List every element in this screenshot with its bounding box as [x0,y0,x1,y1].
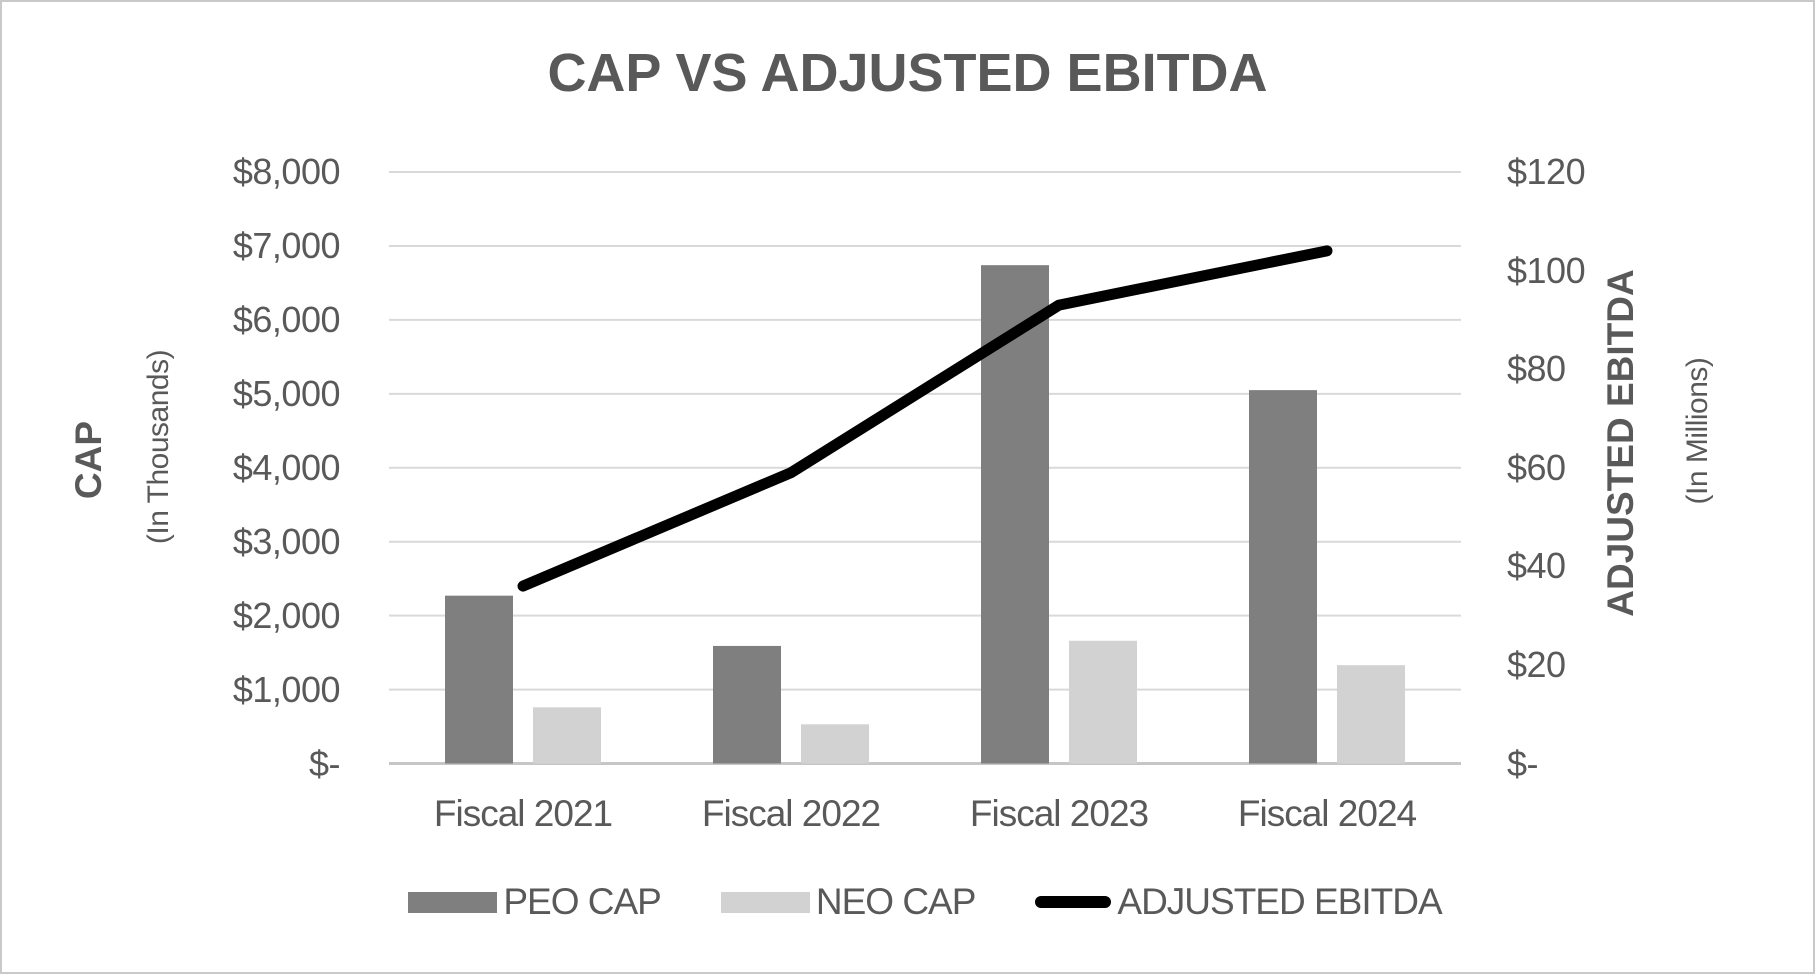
right-axis-tick-label: $20 [1507,643,1566,685]
neo-cap-bar [533,707,601,764]
right-axis-tick-label: $100 [1507,249,1586,291]
adjusted-ebitda-line [517,245,1333,592]
x-axis-category-label: Fiscal 2023 [969,793,1149,834]
adjusted-ebitda-line-icon [1035,896,1112,908]
x-axis-category-label: Fiscal 2021 [433,793,613,834]
peo-cap-bar [445,595,513,764]
peo-cap-swatch-icon [408,891,498,913]
right-axis-tick-label: $- [1507,742,1539,784]
right-axis-tick-label: $80 [1507,348,1566,390]
left-axis-tick-label: $7,000 [232,224,341,266]
left-axis-tick-label: $4,000 [232,446,341,488]
legend-label-neo-cap: NEO CAP [815,881,977,922]
right-axis-tick-label: $40 [1507,545,1566,587]
left-axis-tick-label: $2,000 [232,594,341,636]
neo-cap-bar [1069,640,1137,764]
legend-item-peo-cap: PEO CAP [408,881,662,922]
chart-title: CAP VS ADJUSTED EBITDA [547,43,1268,103]
left-axis-tick-label: $8,000 [232,151,341,192]
right-axis-tick-label: $60 [1507,446,1566,488]
legend-label-peo-cap: PEO CAP [503,881,661,922]
legend-item-adjusted-ebitda: ADJUSTED EBITDA [1035,881,1443,922]
x-axis-category-label: Fiscal 2022 [701,793,881,834]
neo-cap-bar [801,724,869,764]
left-axis-tick-label: $- [308,742,341,784]
neo-cap-bar [1337,665,1405,764]
peo-cap-bar [1249,390,1317,764]
right-axis-tick-label: $120 [1507,151,1586,192]
legend: PEO CAP NEO CAP ADJUSTED EBITDA [389,882,1461,922]
legend-label-adjusted-ebitda: ADJUSTED EBITDA [1117,881,1442,922]
left-axis-tick-label: $6,000 [232,298,341,340]
peo-cap-bar [981,265,1049,764]
left-axis-tick-label: $5,000 [232,372,341,414]
neo-cap-swatch-icon [720,891,810,913]
x-axis-category-label: Fiscal 2024 [1237,793,1417,834]
legend-item-neo-cap: NEO CAP [720,881,977,922]
left-axis-tick-label: $3,000 [232,520,341,562]
left-axis-tick-label: $1,000 [232,668,341,710]
peo-cap-bar [713,645,781,764]
